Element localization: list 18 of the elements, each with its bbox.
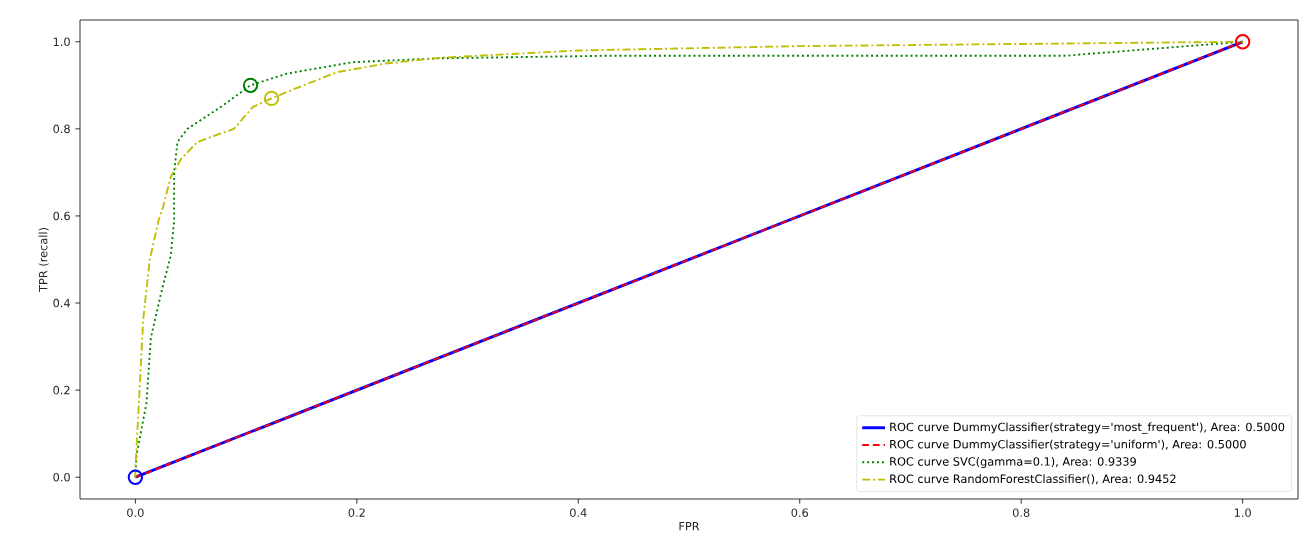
x-tick-label: 1.0 — [1234, 508, 1251, 517]
y-tick-label: 0.4 — [53, 298, 70, 308]
legend-label: ROC curve DummyClassifier(strategy='most_frequent'), Area: 0.5000 — [890, 422, 1285, 434]
y-tick-label: 1.0 — [53, 37, 70, 47]
legend-label: ROC curve RandomForestClassifier(), Area: 0.9452 — [890, 474, 1176, 485]
legend-label: ROC curve DummyClassifier(strategy='uniform'), Area: 0.5000 — [890, 439, 1246, 451]
y-tick-label: 0.2 — [53, 385, 70, 395]
y-axis-title: TPR (recall) — [38, 227, 49, 293]
x-tick-label: 0.8 — [1012, 508, 1030, 517]
y-tick-label: 0.6 — [53, 211, 70, 221]
y-tick-label: 0.0 — [53, 472, 70, 482]
x-axis-title: FPR — [679, 522, 700, 531]
legend-label: ROC curve SVC(gamma=0.1), Area: 0.9339 — [890, 457, 1136, 468]
x-tick-label: 0.0 — [127, 508, 144, 517]
x-tick-label: 0.2 — [348, 508, 365, 517]
x-tick-label: 0.4 — [570, 508, 587, 517]
x-tick-label: 0.6 — [791, 508, 809, 517]
y-tick-label: 0.8 — [53, 124, 70, 134]
